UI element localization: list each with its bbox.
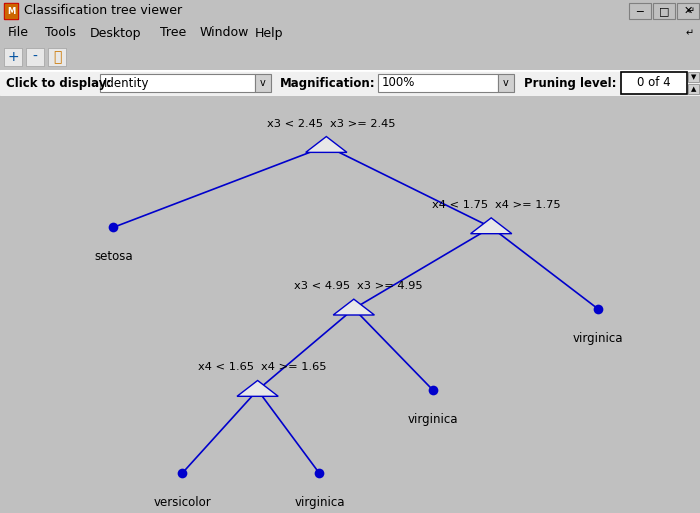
- Text: virginica: virginica: [407, 413, 458, 426]
- Text: Window: Window: [200, 27, 249, 40]
- Text: Click to display:: Click to display:: [6, 76, 111, 89]
- Text: x3 >= 4.95: x3 >= 4.95: [357, 281, 423, 291]
- Bar: [0, 70, 700, 71]
- Text: Identity: Identity: [104, 76, 150, 89]
- Text: x4 >= 1.65: x4 >= 1.65: [261, 363, 327, 372]
- Bar: [677, 3, 699, 19]
- Text: -: -: [33, 50, 37, 64]
- Bar: [255, 74, 271, 92]
- Text: □: □: [659, 6, 669, 16]
- Polygon shape: [333, 299, 374, 315]
- Bar: [0, 43, 700, 44]
- Bar: [0, 69, 700, 70]
- Text: Magnification:: Magnification:: [280, 76, 376, 89]
- Polygon shape: [306, 136, 347, 152]
- Text: ↵: ↵: [687, 6, 695, 16]
- Text: x4 < 1.75: x4 < 1.75: [432, 200, 488, 210]
- Text: v: v: [503, 78, 509, 88]
- Bar: [688, 72, 699, 82]
- Bar: [0, 44, 700, 45]
- Text: ✕: ✕: [683, 6, 693, 16]
- Bar: [48, 48, 66, 66]
- Text: ─: ─: [636, 6, 643, 16]
- Polygon shape: [470, 218, 512, 234]
- Text: Tree: Tree: [160, 27, 186, 40]
- Text: x3 < 2.45: x3 < 2.45: [267, 119, 323, 129]
- Text: ▲: ▲: [691, 86, 696, 92]
- Bar: [0, 94, 700, 96]
- Bar: [26, 48, 44, 66]
- Text: ↵: ↵: [686, 28, 694, 38]
- Bar: [5, 4, 17, 18]
- Text: x4 < 1.65: x4 < 1.65: [198, 363, 254, 372]
- Text: Tools: Tools: [45, 27, 76, 40]
- Text: 0 of 4: 0 of 4: [637, 76, 671, 89]
- Bar: [688, 84, 699, 94]
- Text: v: v: [260, 78, 266, 88]
- Text: x3 >= 2.45: x3 >= 2.45: [330, 119, 396, 129]
- Text: ▼: ▼: [691, 74, 696, 80]
- Bar: [378, 74, 498, 92]
- Bar: [629, 3, 651, 19]
- Text: virginica: virginica: [294, 496, 344, 509]
- Bar: [498, 74, 514, 92]
- Text: x4 >= 1.75: x4 >= 1.75: [495, 200, 560, 210]
- Text: 100%: 100%: [382, 76, 415, 89]
- Bar: [4, 3, 18, 19]
- Bar: [621, 72, 687, 94]
- Polygon shape: [237, 381, 278, 397]
- Bar: [100, 74, 255, 92]
- Text: setosa: setosa: [94, 250, 133, 263]
- Text: virginica: virginica: [573, 331, 623, 345]
- Text: +: +: [7, 50, 19, 64]
- Text: Classification tree viewer: Classification tree viewer: [24, 5, 182, 17]
- Text: Desktop: Desktop: [90, 27, 141, 40]
- Text: ✋: ✋: [52, 50, 61, 64]
- Text: versicolor: versicolor: [153, 496, 211, 509]
- Text: M: M: [7, 7, 15, 15]
- Bar: [4, 48, 22, 66]
- Text: Help: Help: [255, 27, 284, 40]
- Bar: [0, 22, 700, 23]
- Text: File: File: [8, 27, 29, 40]
- Bar: [0, 71, 700, 94]
- Bar: [653, 3, 675, 19]
- Text: Pruning level:: Pruning level:: [524, 76, 617, 89]
- Text: x3 < 4.95: x3 < 4.95: [294, 281, 351, 291]
